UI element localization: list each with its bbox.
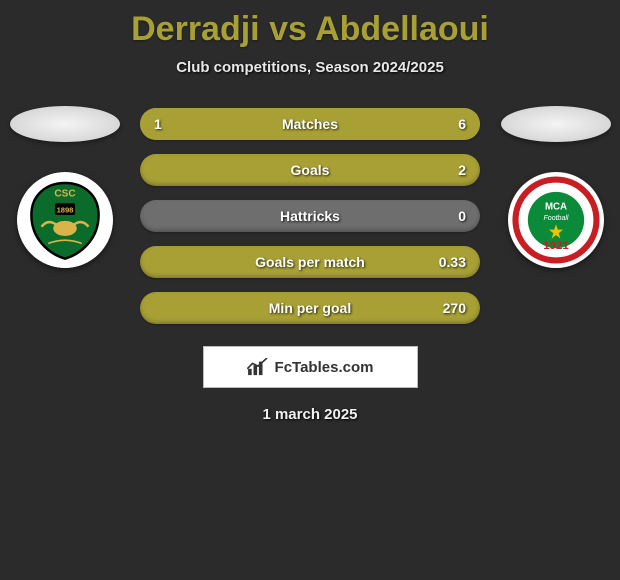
svg-text:1898: 1898	[56, 205, 73, 214]
player-avatar-placeholder	[501, 106, 611, 142]
stat-bar: Goals2	[140, 154, 480, 186]
bar-chart-icon	[247, 358, 269, 376]
brand-box[interactable]: FcTables.com	[203, 346, 418, 388]
stat-value-right: 0	[412, 208, 480, 224]
stat-bar: 1Matches6	[140, 108, 480, 140]
footer: FcTables.com 1 march 2025	[0, 346, 620, 423]
stat-label: Goals per match	[208, 254, 412, 270]
left-player-column: CSC 1898	[7, 106, 122, 268]
stat-bar: Min per goal270	[140, 292, 480, 324]
stat-value-right: 6	[412, 116, 480, 132]
stat-value-left: 1	[140, 116, 208, 132]
svg-text:1921: 1921	[543, 240, 569, 252]
stat-value-right: 0.33	[412, 254, 480, 270]
player-avatar-placeholder	[10, 106, 120, 142]
page-title: Derradji vs Abdellaoui	[0, 0, 620, 49]
svg-text:MCA: MCA	[544, 201, 566, 212]
stat-label: Min per goal	[208, 300, 412, 316]
club-badge-csc: CSC 1898	[17, 172, 113, 268]
svg-text:Football: Football	[543, 215, 568, 222]
date-label: 1 march 2025	[262, 406, 357, 423]
csc-crest-icon: CSC 1898	[23, 178, 107, 262]
brand-label: FcTables.com	[275, 359, 374, 376]
stat-label: Goals	[208, 162, 412, 178]
stat-bar: Goals per match0.33	[140, 246, 480, 278]
stat-label: Hattricks	[208, 208, 412, 224]
stat-bars: 1Matches6 Goals2 Hattricks0 Goals per match…	[140, 108, 480, 324]
right-player-column: MCA Football 1921	[498, 106, 613, 268]
subtitle: Club competitions, Season 2024/2025	[0, 59, 620, 76]
svg-text:CSC: CSC	[54, 188, 75, 199]
stat-value-right: 270	[412, 300, 480, 316]
stat-bar: Hattricks0	[140, 200, 480, 232]
mca-crest-icon: MCA Football 1921	[512, 176, 600, 264]
club-badge-mca: MCA Football 1921	[508, 172, 604, 268]
stat-label: Matches	[208, 116, 412, 132]
comparison-panel: CSC 1898 1Matches6 Goals2 Hattricks0 Goals …	[0, 106, 620, 324]
stat-value-right: 2	[412, 162, 480, 178]
